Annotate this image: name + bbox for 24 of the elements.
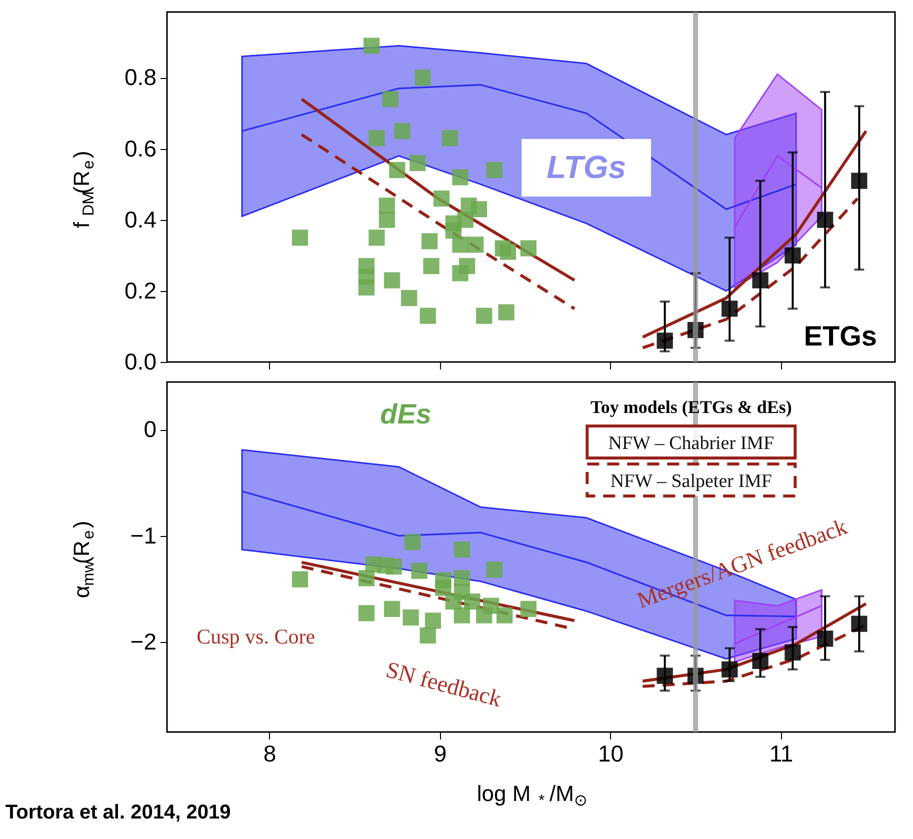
x-axis-title: log M*/M⊙ <box>476 781 588 810</box>
y-tick-label: 0 <box>144 416 156 442</box>
x-tick-label: 10 <box>598 740 624 766</box>
legend-title: Toy models (ETGs & dEs) <box>590 397 792 417</box>
y-tick-label: 0.8 <box>124 64 156 90</box>
y-tick-label: 0.2 <box>124 277 156 304</box>
annotation: Cusp vs. Core <box>196 624 316 648</box>
x-tick-label: 9 <box>434 740 447 766</box>
x-tick-label: 11 <box>769 740 794 766</box>
annotation: ETGs <box>804 320 877 352</box>
y-tick-label: 0.0 <box>124 348 156 374</box>
text: Tortora et al. 2014, 2019 <box>5 802 231 824</box>
annotation: dEs <box>380 398 432 430</box>
text: NFW – Chabrier IMF <box>608 433 774 454</box>
annotation: LTGs <box>546 148 626 185</box>
y-axis-title: αmw(Re) <box>69 520 98 598</box>
y-tick-label: −2 <box>130 628 156 654</box>
x-tick-label: 8 <box>263 740 276 766</box>
y-tick-label: −1 <box>130 522 156 548</box>
text: NFW – Salpeter IMF <box>610 471 772 492</box>
annotation: SN feedback <box>383 656 505 712</box>
y-axis-title: fDM(Re) <box>69 150 98 228</box>
y-tick-label: 0.6 <box>124 135 156 162</box>
y-tick-label: 0.4 <box>124 206 157 232</box>
